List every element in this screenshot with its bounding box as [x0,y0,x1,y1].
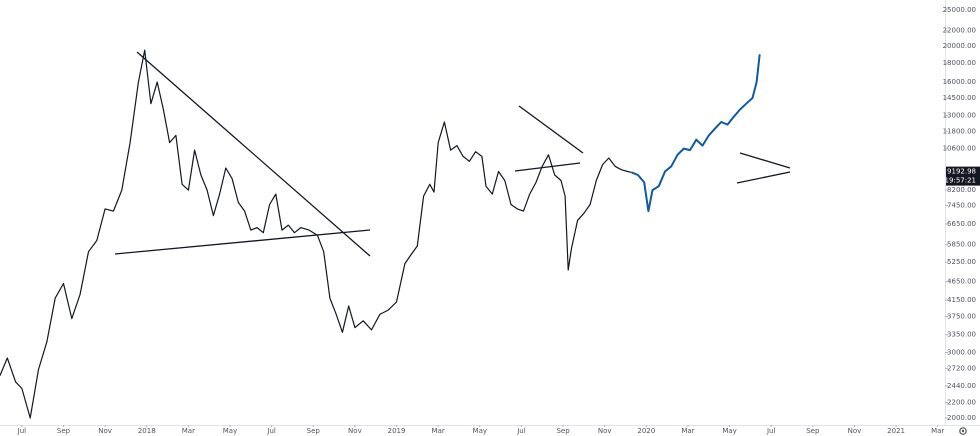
y-tick-label: 4150.00 [947,296,976,304]
x-tick-label: Jul [516,427,526,435]
x-tick-label: Mar [182,427,195,435]
x-tick-label: Mar [681,427,694,435]
settings-icon[interactable] [959,427,967,435]
x-tick-label: Sep [307,427,321,435]
x-tick-label: Sep [806,427,820,435]
x-tick-label: 2021 [887,427,905,435]
x-tick-label: Nov [98,427,112,435]
y-tick-label: 25000.00 [943,6,976,14]
countdown-label: 19:57:21 [945,177,976,185]
y-tick-label: 22000.00 [943,27,976,35]
y-tick-label: 13000.00 [943,112,976,120]
y-tick-label: 14500.00 [943,94,976,102]
gear[interactable] [959,427,967,435]
x-tick-label: Mar [432,427,445,435]
y-tick-label: 6650.00 [947,220,976,228]
y-tick-label: 11800.00 [943,127,976,135]
x-tick-label: May [223,427,237,435]
trendlines [114,51,791,257]
y-tick-label: 3350.00 [947,331,976,339]
x-tick-label: Sep [57,427,71,435]
price-line [0,49,632,419]
y-tick-label: 16000.00 [943,78,976,86]
y-tick-label: 18000.00 [943,59,976,67]
price-line [631,54,761,213]
y-tick-label: 3000.00 [947,348,976,356]
x-tick-label: 2018 [138,427,156,435]
y-tick-label: 5250.00 [947,258,976,266]
price-label-box [946,166,980,186]
y-tick-label: 3750.00 [947,312,976,320]
y-tick-label: 2000.00 [947,414,976,422]
x-tick-label: Nov [348,427,362,435]
trendline [514,162,581,172]
x-tick-label: Sep [556,427,570,435]
trendline [518,105,584,154]
trendline [736,171,791,184]
x-tick-label: May [473,427,487,435]
x-tick-label: Jul [17,427,27,435]
price-label: 9192.98 [947,168,976,176]
y-tick-label: 7450.00 [947,202,976,210]
gear-center[interactable] [961,429,965,433]
trendline [114,229,371,255]
y-tick-label: 2440.00 [947,382,976,390]
x-tick-label: Nov [848,427,862,435]
x-tick-label: Nov [598,427,612,435]
y-tick-label: 10600.00 [943,145,976,153]
y-tick-label: 4650.00 [947,278,976,286]
y-tick-label: 20000.00 [943,42,976,50]
y-tick-label: 8200.00 [947,186,976,194]
y-tick-label: 5850.00 [947,241,976,249]
x-tick-label: Mar [931,427,944,435]
x-tick-label: May [722,427,736,435]
x-tick-label: 2019 [388,427,406,435]
y-tick-label: 2200.00 [947,399,976,407]
x-tick-label: Jul [766,427,776,435]
x-tick-label: Jul [266,427,276,435]
trendline [739,152,791,169]
y-tick-label: 2720.00 [947,364,976,372]
x-tick-label: 2020 [637,427,655,435]
trendline [136,51,371,257]
